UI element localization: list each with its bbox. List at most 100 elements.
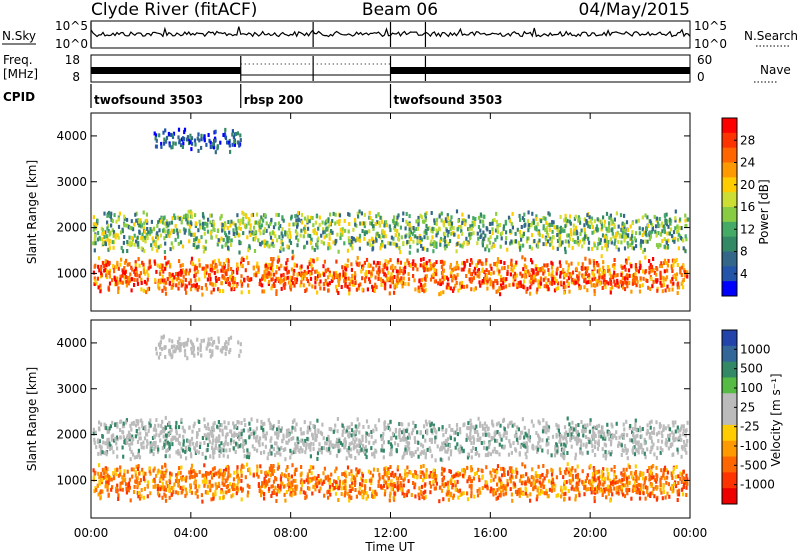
power-cell-2943	[147, 273, 150, 278]
power-cell-2187	[127, 278, 130, 283]
power-cell-2775	[246, 276, 249, 281]
power-cell-2515	[179, 278, 182, 283]
vel-cell-380	[130, 449, 133, 454]
power-cell-134	[116, 233, 119, 238]
power-cell-1112	[360, 211, 363, 216]
power-cell-1465	[435, 233, 438, 238]
vel-cell-355	[128, 432, 131, 437]
vel-cell-962	[648, 420, 651, 425]
power-cell-844	[591, 225, 594, 230]
power-cell-1363	[624, 232, 627, 237]
vel-cell-1053	[600, 434, 603, 439]
vel-cell-955	[360, 441, 363, 446]
vel-cell-119	[510, 450, 513, 455]
vel-cell-315	[551, 434, 555, 439]
power-cell-2146	[475, 264, 478, 268]
power-cell-2655	[264, 277, 267, 282]
power-cell-2083	[554, 276, 557, 281]
vel-cell-566	[596, 424, 599, 429]
power-cell-1016	[452, 226, 455, 230]
power-cell-1438	[448, 222, 451, 227]
power-cell-1728	[350, 267, 353, 272]
vel-cell-1473	[553, 453, 557, 458]
power-cell-1300	[114, 232, 117, 237]
vel-cell-1527	[502, 488, 505, 493]
vel-cell-1211	[193, 446, 196, 450]
vel-cell-191	[276, 445, 279, 450]
power-cell-2816	[626, 284, 629, 289]
power-cell-937	[481, 243, 484, 248]
vel-cell-65	[566, 416, 569, 421]
power-cell-1665	[332, 275, 336, 280]
power-cell-1513	[614, 282, 617, 287]
power-cell-2260	[232, 280, 235, 285]
vel-cell-1236	[269, 448, 272, 453]
power-cell-1504	[351, 282, 354, 287]
vel-cell-580	[650, 436, 653, 440]
vel-cell-1195	[405, 428, 408, 433]
vel-cell-1714	[662, 490, 665, 494]
power-cell-2148	[538, 284, 542, 289]
vel-cell-168	[205, 436, 208, 441]
power-cell-3079	[229, 149, 232, 154]
vel-cell-893	[562, 450, 565, 455]
power-cell-1945	[629, 262, 632, 267]
vel-cell-31	[570, 444, 573, 449]
vel-cell-861	[161, 446, 164, 451]
power-cell-2906	[399, 278, 402, 283]
power-cell-2252	[396, 280, 400, 285]
power-cell-452	[125, 223, 128, 228]
power-cell-2660	[206, 264, 209, 269]
vel-cell-120	[473, 427, 477, 432]
power-cell-1423	[459, 243, 462, 248]
power-cell-1031	[538, 218, 541, 222]
power-cell-318	[255, 212, 259, 217]
power-cell-2971	[565, 260, 568, 265]
power-cell-2297	[627, 256, 630, 261]
vel-cell-1684	[283, 473, 286, 478]
power-cell-1069	[394, 242, 397, 246]
power-cell-2005	[271, 259, 274, 264]
vel-cell-1365	[621, 448, 624, 453]
vel-cell-393	[316, 456, 319, 461]
power-cell-2535	[223, 265, 226, 270]
vel-cell-1151	[485, 424, 488, 429]
power-cell-2087	[227, 263, 230, 268]
power-cell-728	[318, 215, 321, 220]
vel-cell-455	[192, 441, 195, 446]
vel-cell-353	[615, 430, 618, 435]
vel-cell-1110	[293, 418, 296, 423]
power-cell-1823	[154, 261, 157, 266]
vel-cell-1247	[372, 441, 375, 446]
power-cell-1393	[668, 231, 671, 236]
power-cell-487	[563, 218, 566, 223]
vel-cell-796	[480, 441, 483, 445]
power-cell-1022	[200, 235, 203, 240]
power-cell-3049	[214, 129, 217, 134]
vel-cell-494	[628, 438, 632, 443]
vel-cell-925	[132, 452, 135, 457]
power-cell-2321	[139, 271, 142, 276]
vel-cell-1012	[291, 425, 294, 430]
power-cell-1070	[369, 216, 372, 220]
vel-cell-1312	[537, 433, 540, 438]
vel-cell-1446	[407, 441, 411, 446]
vel-cell-1323	[672, 438, 675, 443]
power-cell-1261	[186, 220, 189, 225]
vel-cell-1477	[445, 440, 448, 445]
power-cell-302	[351, 246, 354, 251]
power-cell-2680	[353, 276, 356, 280]
power-cell-2305	[245, 255, 249, 260]
vel-cell-1180	[126, 433, 129, 438]
vel-cell-661	[116, 454, 119, 459]
power-cell-1456	[190, 211, 193, 216]
power-cell-2759	[261, 276, 264, 281]
power-cell-1937	[316, 257, 319, 262]
vel-cell-1044	[187, 439, 190, 444]
power-cell-2327	[317, 271, 320, 276]
power-cell-2632	[434, 279, 437, 284]
vel-cell-321	[343, 426, 346, 431]
power-cell-1662	[142, 262, 145, 267]
vel-cell-717	[545, 421, 548, 426]
power-cell-3005	[162, 130, 165, 135]
